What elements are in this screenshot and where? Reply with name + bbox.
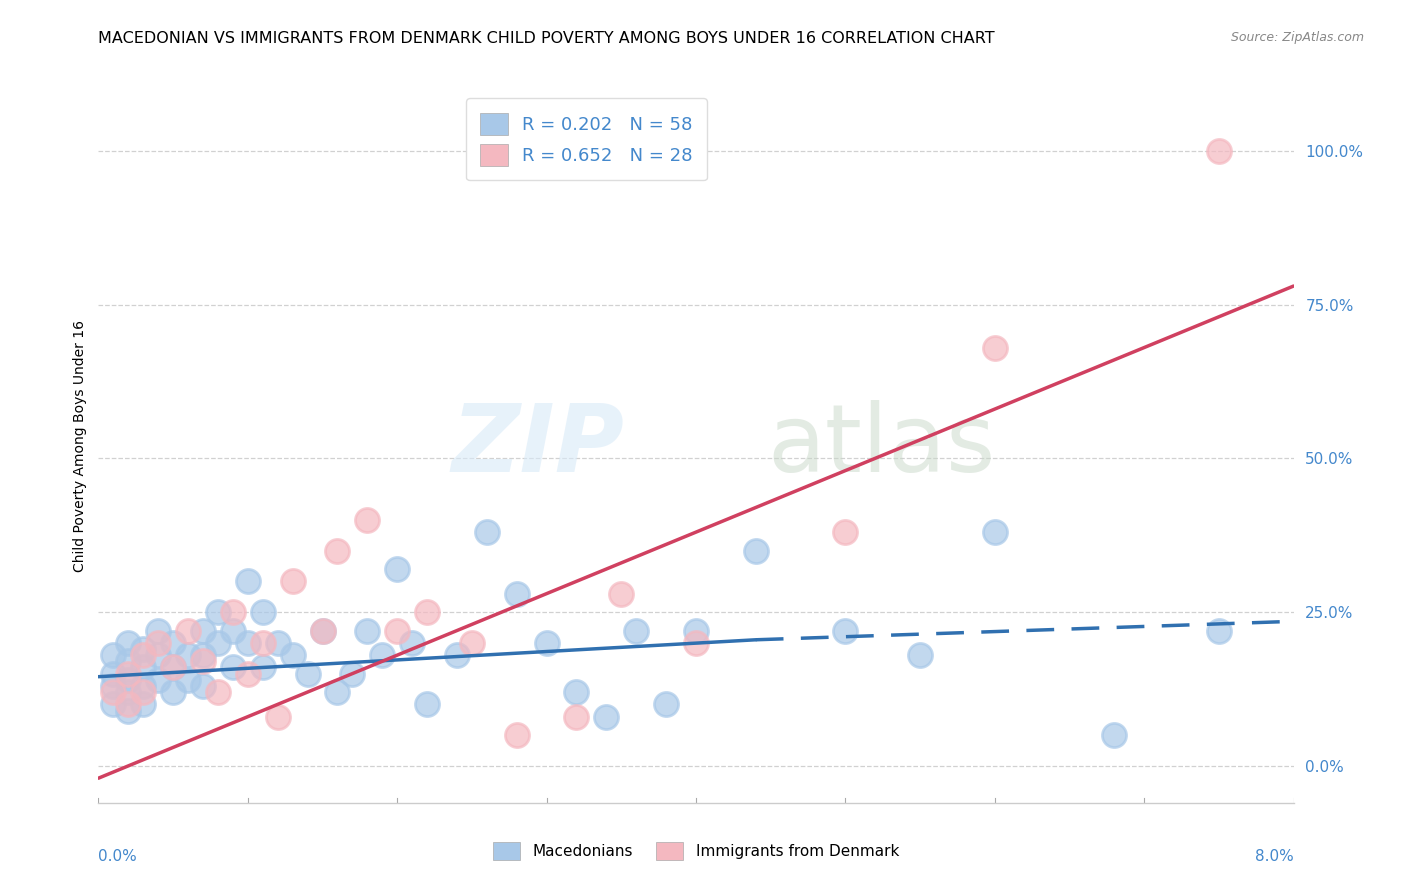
- Point: [103, 666, 125, 681]
- Point: [222, 660, 245, 674]
- Point: [207, 605, 229, 619]
- Point: [834, 624, 856, 638]
- Point: [103, 685, 125, 699]
- Point: [342, 666, 364, 681]
- Point: [281, 574, 304, 589]
- Point: [416, 698, 439, 712]
- Point: [626, 624, 648, 638]
- Point: [610, 587, 633, 601]
- Point: [536, 636, 558, 650]
- Point: [162, 660, 184, 674]
- Point: [565, 709, 588, 723]
- Point: [371, 648, 394, 662]
- Y-axis label: Child Poverty Among Boys Under 16: Child Poverty Among Boys Under 16: [73, 320, 87, 572]
- Point: [207, 636, 229, 650]
- Point: [506, 587, 529, 601]
- Point: [356, 513, 378, 527]
- Point: [148, 648, 170, 662]
- Point: [191, 654, 214, 668]
- Point: [117, 666, 139, 681]
- Point: [385, 562, 409, 576]
- Point: [177, 648, 200, 662]
- Point: [297, 666, 319, 681]
- Point: [236, 574, 259, 589]
- Point: [475, 525, 498, 540]
- Point: [908, 648, 931, 662]
- Point: [103, 698, 125, 712]
- Point: [103, 679, 125, 693]
- Point: [506, 728, 529, 742]
- Point: [162, 660, 184, 674]
- Point: [565, 685, 588, 699]
- Point: [162, 685, 184, 699]
- Point: [222, 605, 245, 619]
- Point: [984, 341, 1007, 355]
- Point: [356, 624, 378, 638]
- Point: [267, 636, 290, 650]
- Point: [117, 673, 139, 687]
- Point: [191, 679, 214, 693]
- Point: [385, 624, 409, 638]
- Point: [1208, 144, 1230, 158]
- Point: [745, 543, 768, 558]
- Point: [595, 709, 617, 723]
- Point: [132, 660, 155, 674]
- Point: [148, 624, 170, 638]
- Text: Source: ZipAtlas.com: Source: ZipAtlas.com: [1230, 31, 1364, 45]
- Point: [207, 685, 229, 699]
- Point: [311, 624, 333, 638]
- Point: [191, 648, 214, 662]
- Point: [326, 543, 349, 558]
- Point: [311, 624, 333, 638]
- Point: [252, 660, 274, 674]
- Point: [252, 636, 274, 650]
- Point: [132, 679, 155, 693]
- Point: [148, 673, 170, 687]
- Point: [177, 673, 200, 687]
- Text: MACEDONIAN VS IMMIGRANTS FROM DENMARK CHILD POVERTY AMONG BOYS UNDER 16 CORRELAT: MACEDONIAN VS IMMIGRANTS FROM DENMARK CH…: [98, 31, 995, 46]
- Point: [446, 648, 468, 662]
- Text: ZIP: ZIP: [451, 400, 624, 492]
- Point: [117, 654, 139, 668]
- Point: [236, 636, 259, 650]
- Point: [117, 636, 139, 650]
- Point: [252, 605, 274, 619]
- Point: [148, 636, 170, 650]
- Point: [236, 666, 259, 681]
- Point: [834, 525, 856, 540]
- Point: [281, 648, 304, 662]
- Point: [162, 636, 184, 650]
- Point: [117, 685, 139, 699]
- Point: [132, 648, 155, 662]
- Point: [416, 605, 439, 619]
- Point: [222, 624, 245, 638]
- Point: [461, 636, 484, 650]
- Point: [655, 698, 678, 712]
- Point: [401, 636, 423, 650]
- Point: [103, 648, 125, 662]
- Point: [1208, 624, 1230, 638]
- Point: [685, 636, 707, 650]
- Legend: Macedonians, Immigrants from Denmark: Macedonians, Immigrants from Denmark: [486, 836, 905, 866]
- Point: [177, 624, 200, 638]
- Text: 8.0%: 8.0%: [1254, 849, 1294, 864]
- Point: [267, 709, 290, 723]
- Text: 0.0%: 0.0%: [98, 849, 138, 864]
- Point: [132, 698, 155, 712]
- Point: [117, 704, 139, 718]
- Point: [685, 624, 707, 638]
- Point: [326, 685, 349, 699]
- Point: [132, 642, 155, 657]
- Point: [132, 685, 155, 699]
- Text: atlas: atlas: [768, 400, 995, 492]
- Point: [117, 698, 139, 712]
- Point: [1104, 728, 1126, 742]
- Point: [191, 624, 214, 638]
- Point: [984, 525, 1007, 540]
